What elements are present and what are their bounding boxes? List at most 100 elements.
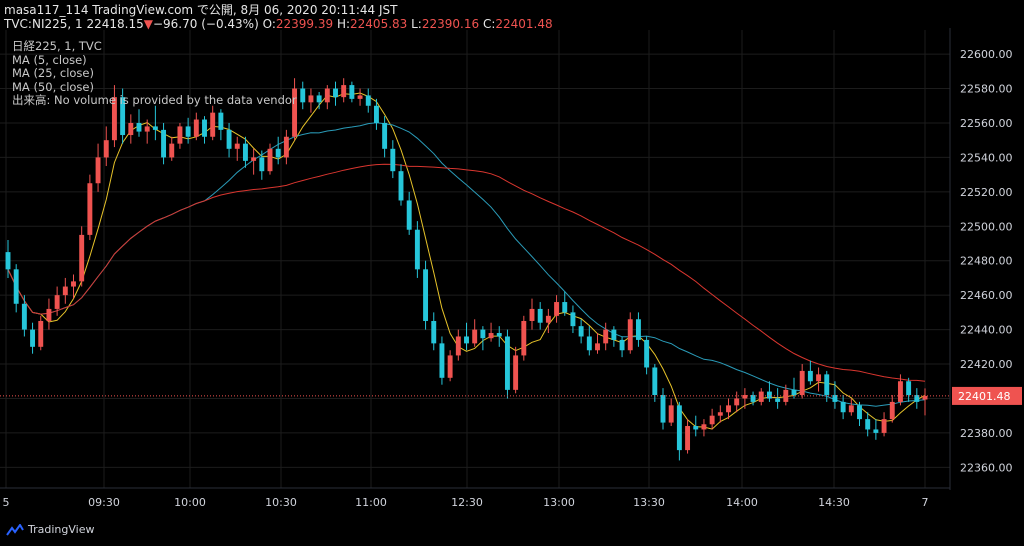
candle [169, 136, 175, 161]
candle [709, 408, 715, 430]
candle-body [685, 426, 691, 451]
candle-body [193, 119, 199, 137]
candle-body [627, 319, 633, 351]
candle [537, 302, 543, 330]
x-tick-label: 11:00 [355, 496, 387, 509]
y-tick-label: 22360.00 [960, 461, 1013, 474]
candle [521, 315, 527, 361]
ma-line [7, 163, 926, 382]
candle-body [447, 355, 453, 378]
candle [455, 329, 461, 361]
candle-body [496, 333, 502, 337]
current-price: 22418.15 [86, 17, 144, 31]
candle [300, 81, 306, 110]
candle [595, 333, 600, 354]
candle-body [545, 315, 551, 323]
candle-body [406, 200, 412, 230]
candle-body [431, 320, 437, 344]
chart-legend: 日経225, 1, TVC MA (5, close) MA (25, clos… [12, 39, 297, 108]
candle-body [373, 105, 379, 123]
candle [193, 112, 199, 141]
open-label: O: [262, 17, 276, 31]
candle [660, 388, 666, 430]
legend-ma25[interactable]: MA (25, close) [12, 66, 94, 81]
candle [292, 78, 298, 141]
candle [897, 374, 903, 406]
candle-body [513, 355, 519, 390]
candle [54, 286, 60, 316]
candle-body [226, 129, 232, 149]
candle-body [750, 395, 756, 402]
candle-body [333, 88, 338, 98]
candle [87, 174, 93, 241]
axes: 22360.0022380.0022400.0022420.0022440.00… [0, 28, 1022, 509]
candle-body [734, 398, 740, 406]
candle [267, 143, 273, 175]
candle-body [161, 129, 167, 158]
candle [816, 367, 822, 392]
candle-body [644, 339, 650, 368]
candle-body [234, 143, 240, 149]
y-tick-label: 22560.00 [960, 117, 1013, 130]
candle [693, 415, 699, 437]
candle-body [676, 405, 682, 451]
legend-title[interactable]: 日経225, 1, TVC [12, 39, 102, 53]
candle-body [414, 229, 420, 270]
candle-body [635, 319, 641, 340]
candle [447, 350, 453, 382]
x-tick-label: 13:00 [543, 496, 575, 509]
candle-body [30, 329, 36, 347]
candle [578, 319, 584, 344]
symbol-label[interactable]: TVC:NI225, 1 [4, 17, 83, 31]
candle [726, 398, 731, 420]
candle-body [848, 405, 854, 413]
candle-body [595, 343, 600, 351]
candle-body [423, 269, 429, 321]
candle [251, 148, 257, 175]
candle [259, 150, 265, 180]
candle-body [889, 401, 895, 420]
legend-volume[interactable]: 出来高: No volume is provided by the data v… [12, 93, 297, 108]
legend-ma50[interactable]: MA (50, close) [12, 79, 94, 94]
y-tick-label: 22480.00 [960, 255, 1013, 268]
candle-body [210, 112, 216, 137]
candle-body [128, 122, 134, 136]
candle [161, 122, 167, 165]
candle-body [439, 343, 445, 378]
candle [414, 221, 420, 278]
y-tick-label: 22420.00 [960, 358, 1013, 371]
ma-line [7, 92, 926, 430]
legend-ma5[interactable]: MA (5, close) [12, 52, 87, 67]
y-tick-label: 22600.00 [960, 48, 1013, 61]
last-price-badge [952, 386, 1022, 405]
candle [202, 116, 207, 144]
candle [824, 370, 830, 402]
candle [504, 329, 510, 399]
candle-body [791, 389, 797, 396]
candle [423, 260, 429, 330]
price-change: −96.70 (−0.43%) [152, 17, 259, 31]
candle [333, 81, 338, 106]
candle [177, 122, 183, 149]
candle-body [619, 339, 625, 351]
candle [562, 291, 568, 316]
candle-body [652, 367, 658, 396]
candle [545, 308, 551, 334]
candle [21, 295, 27, 337]
candle [120, 88, 126, 144]
candle-body [742, 395, 748, 399]
candle-body [177, 126, 183, 144]
candle-body [816, 374, 822, 382]
candle-body [242, 143, 248, 161]
publish-info: masa117_114 TradingView.com で公開, 8月 06, … [4, 3, 397, 17]
candle-body [275, 148, 281, 158]
candle-body [586, 336, 592, 351]
candle-body [21, 303, 27, 330]
candle [365, 88, 371, 113]
candle-body [62, 286, 68, 296]
candle-body [775, 398, 781, 402]
brand-logo[interactable]: TradingView [6, 523, 94, 536]
candle [283, 129, 289, 165]
